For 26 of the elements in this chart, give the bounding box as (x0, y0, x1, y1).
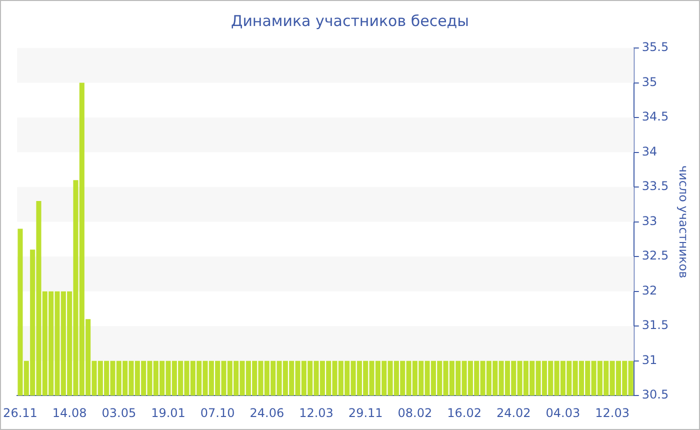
x-tick-label: 19.01 (151, 406, 186, 420)
x-tick-label: 26.11 (3, 406, 38, 420)
y-tick-label: 33 (642, 214, 658, 228)
x-tick-label: 29.11 (348, 406, 383, 420)
x-tick-label: 07.10 (200, 406, 235, 420)
y-tick-label: 32.5 (642, 248, 669, 263)
x-tick-label: 24.02 (496, 406, 531, 420)
y-axis-title: число участников (676, 165, 691, 278)
chart-title: Динамика участников беседы (230, 12, 470, 30)
x-tick-label: 12.03 (299, 406, 334, 420)
y-tick-label: 31 (642, 352, 658, 367)
y-tick-label: 32 (642, 283, 658, 298)
y-tick-label: 33.5 (642, 179, 669, 194)
x-tick-label: 24.06 (250, 406, 284, 420)
y-tick-label: 34 (642, 144, 658, 158)
y-tick-label: 31.5 (642, 318, 669, 332)
y-tick-label: 35 (642, 74, 658, 89)
y-tick-label: 34.5 (642, 110, 669, 124)
x-tick-label: 12.03 (595, 406, 630, 420)
x-tick-label: 04.03 (546, 406, 580, 420)
x-tick-label: 08.02 (398, 406, 432, 420)
x-tick-label: 14.08 (52, 406, 87, 420)
x-tick-label: 16.02 (447, 406, 482, 420)
y-tick-label: 35.5 (642, 40, 669, 54)
y-tick-label: 30.5 (642, 388, 669, 402)
x-tick-label: 03.05 (102, 406, 136, 420)
